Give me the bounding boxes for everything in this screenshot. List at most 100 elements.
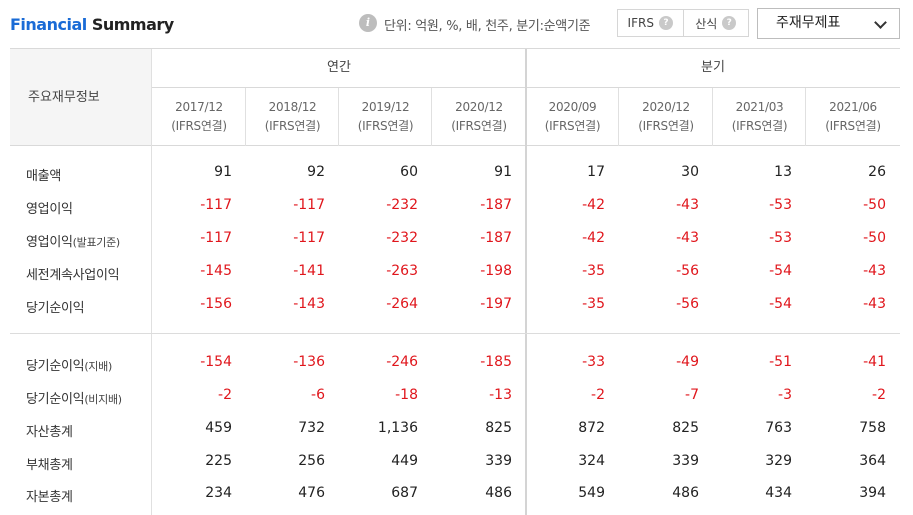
table-cell: -50 xyxy=(863,230,886,246)
row-label: 자본총계 xyxy=(26,486,73,505)
table-cell: 339 xyxy=(672,453,699,469)
table-cell: 234 xyxy=(205,485,232,501)
column-period: 2020/12 xyxy=(642,100,690,114)
column-basis: (IFRS연결) xyxy=(825,119,881,133)
table-cell: 758 xyxy=(859,420,886,436)
row-label: 당기순이익(지배) xyxy=(26,355,112,374)
table-cell: -246 xyxy=(386,354,418,370)
table-cell: -3 xyxy=(778,387,792,403)
section-divider xyxy=(10,333,900,334)
table-cell: -13 xyxy=(489,387,512,403)
table-cell: -187 xyxy=(480,230,512,246)
help-icon[interactable]: ? xyxy=(658,16,673,30)
table-cell: 872 xyxy=(578,420,605,436)
column-period: 2021/06 xyxy=(829,100,877,114)
table-cell: -197 xyxy=(480,296,512,312)
column-basis: (IFRS연결) xyxy=(357,119,414,133)
formula-option[interactable]: 산식 ? xyxy=(682,10,749,36)
financial-table: 주요재무정보 연간 분기 2017/12 (IFRS연결) 2018/12 (IFRS… xyxy=(10,48,900,515)
basis-toggle: IFRS ? 산식 ? xyxy=(617,9,749,37)
table-cell: 339 xyxy=(485,453,512,469)
row-label-main: 당기순이익 xyxy=(26,301,85,316)
table-cell: -232 xyxy=(386,230,418,246)
table-cell: -145 xyxy=(200,263,232,279)
column-header: 2021/03 (IFRS연결) xyxy=(713,88,806,146)
table-cell: 486 xyxy=(485,485,512,501)
column-period: 2021/03 xyxy=(735,100,784,114)
row-label-main: 당기순이익 xyxy=(26,392,85,407)
info-icon[interactable]: i xyxy=(359,14,377,32)
formula-label: 산식 xyxy=(695,16,718,31)
row-label: 부채총계 xyxy=(26,454,73,473)
table-cell: -35 xyxy=(582,263,605,279)
row-label-main: 부채총계 xyxy=(26,458,73,473)
table-cell: -117 xyxy=(293,197,325,213)
table-cell: -198 xyxy=(480,263,512,279)
help-icon[interactable]: ? xyxy=(722,16,737,30)
column-period: 2018/12 xyxy=(268,100,317,114)
row-label-main: 영업이익 xyxy=(26,235,73,250)
column-period: 2017/12 xyxy=(175,100,223,114)
column-basis: (IFRS연결) xyxy=(264,119,321,133)
table-cell: 825 xyxy=(485,420,512,436)
column-divider xyxy=(245,88,246,146)
table-cell: 256 xyxy=(298,453,325,469)
table-cell: -56 xyxy=(676,263,699,279)
table-cell: 30 xyxy=(681,164,699,180)
table-cell: -117 xyxy=(200,197,232,213)
table-cell: 13 xyxy=(774,164,792,180)
column-divider xyxy=(618,88,619,146)
table-cell: 476 xyxy=(298,485,325,501)
row-label-main: 자산총계 xyxy=(26,425,73,440)
column-header: 2020/12 (IFRS연결) xyxy=(432,88,526,146)
table-cell: -53 xyxy=(769,230,792,246)
page-title: Financial Summary xyxy=(10,15,174,34)
column-header: 2020/09 (IFRS연결) xyxy=(526,88,619,146)
chevron-down-icon xyxy=(874,16,887,29)
table-cell: 549 xyxy=(578,485,605,501)
table-cell: 732 xyxy=(298,420,325,436)
table-cell: 60 xyxy=(400,164,418,180)
table-cell: -264 xyxy=(386,296,418,312)
table-cell: -2 xyxy=(591,387,605,403)
table-cell: -42 xyxy=(582,197,605,213)
row-label-main: 영업이익 xyxy=(26,202,73,217)
column-basis: (IFRS연결) xyxy=(451,119,507,133)
table-cell: -18 xyxy=(395,387,418,403)
table-cell: 92 xyxy=(307,164,325,180)
group-quarterly: 분기 xyxy=(526,49,900,88)
ifrs-label: IFRS xyxy=(627,16,654,30)
column-divider xyxy=(805,88,806,146)
table-cell: -141 xyxy=(293,263,325,279)
row-label-sub: (비지배) xyxy=(84,393,122,406)
table-cell: -136 xyxy=(293,354,325,370)
row-label: 자산총계 xyxy=(26,421,73,440)
row-label: 당기순이익(비지배) xyxy=(26,388,122,407)
table-cell: 394 xyxy=(859,485,886,501)
unit-text: 단위: 억원, %, 배, 천주, 분기:순액기준 xyxy=(384,19,591,34)
table-cell: 1,136 xyxy=(377,420,418,436)
table-cell: 364 xyxy=(859,453,886,469)
column-basis: (IFRS연결) xyxy=(544,119,601,133)
column-period: 2019/12 xyxy=(361,100,410,114)
row-label-main: 자본총계 xyxy=(26,490,73,505)
column-period: 2020/09 xyxy=(548,100,597,114)
table-cell: -49 xyxy=(676,354,699,370)
row-label: 세전계속사업이익 xyxy=(26,264,120,283)
table-cell: 486 xyxy=(672,485,699,501)
row-label: 당기순이익 xyxy=(26,297,85,316)
table-cell: -187 xyxy=(480,197,512,213)
table-cell: -263 xyxy=(386,263,418,279)
column-header: 2017/12 (IFRS연결) xyxy=(152,88,246,146)
table-cell: -2 xyxy=(872,387,886,403)
column-header: 2021/06 (IFRS연결) xyxy=(806,88,900,146)
statement-select[interactable]: 주재무제표 xyxy=(757,8,900,39)
row-label-main: 당기순이익 xyxy=(26,359,85,374)
table-cell: 324 xyxy=(578,453,605,469)
column-basis: (IFRS연결) xyxy=(171,119,227,133)
table-cell: 449 xyxy=(391,453,418,469)
ifrs-option[interactable]: IFRS ? xyxy=(618,10,683,36)
table-cell: -50 xyxy=(863,197,886,213)
table-cell: 329 xyxy=(765,453,792,469)
table-cell: -43 xyxy=(676,230,699,246)
